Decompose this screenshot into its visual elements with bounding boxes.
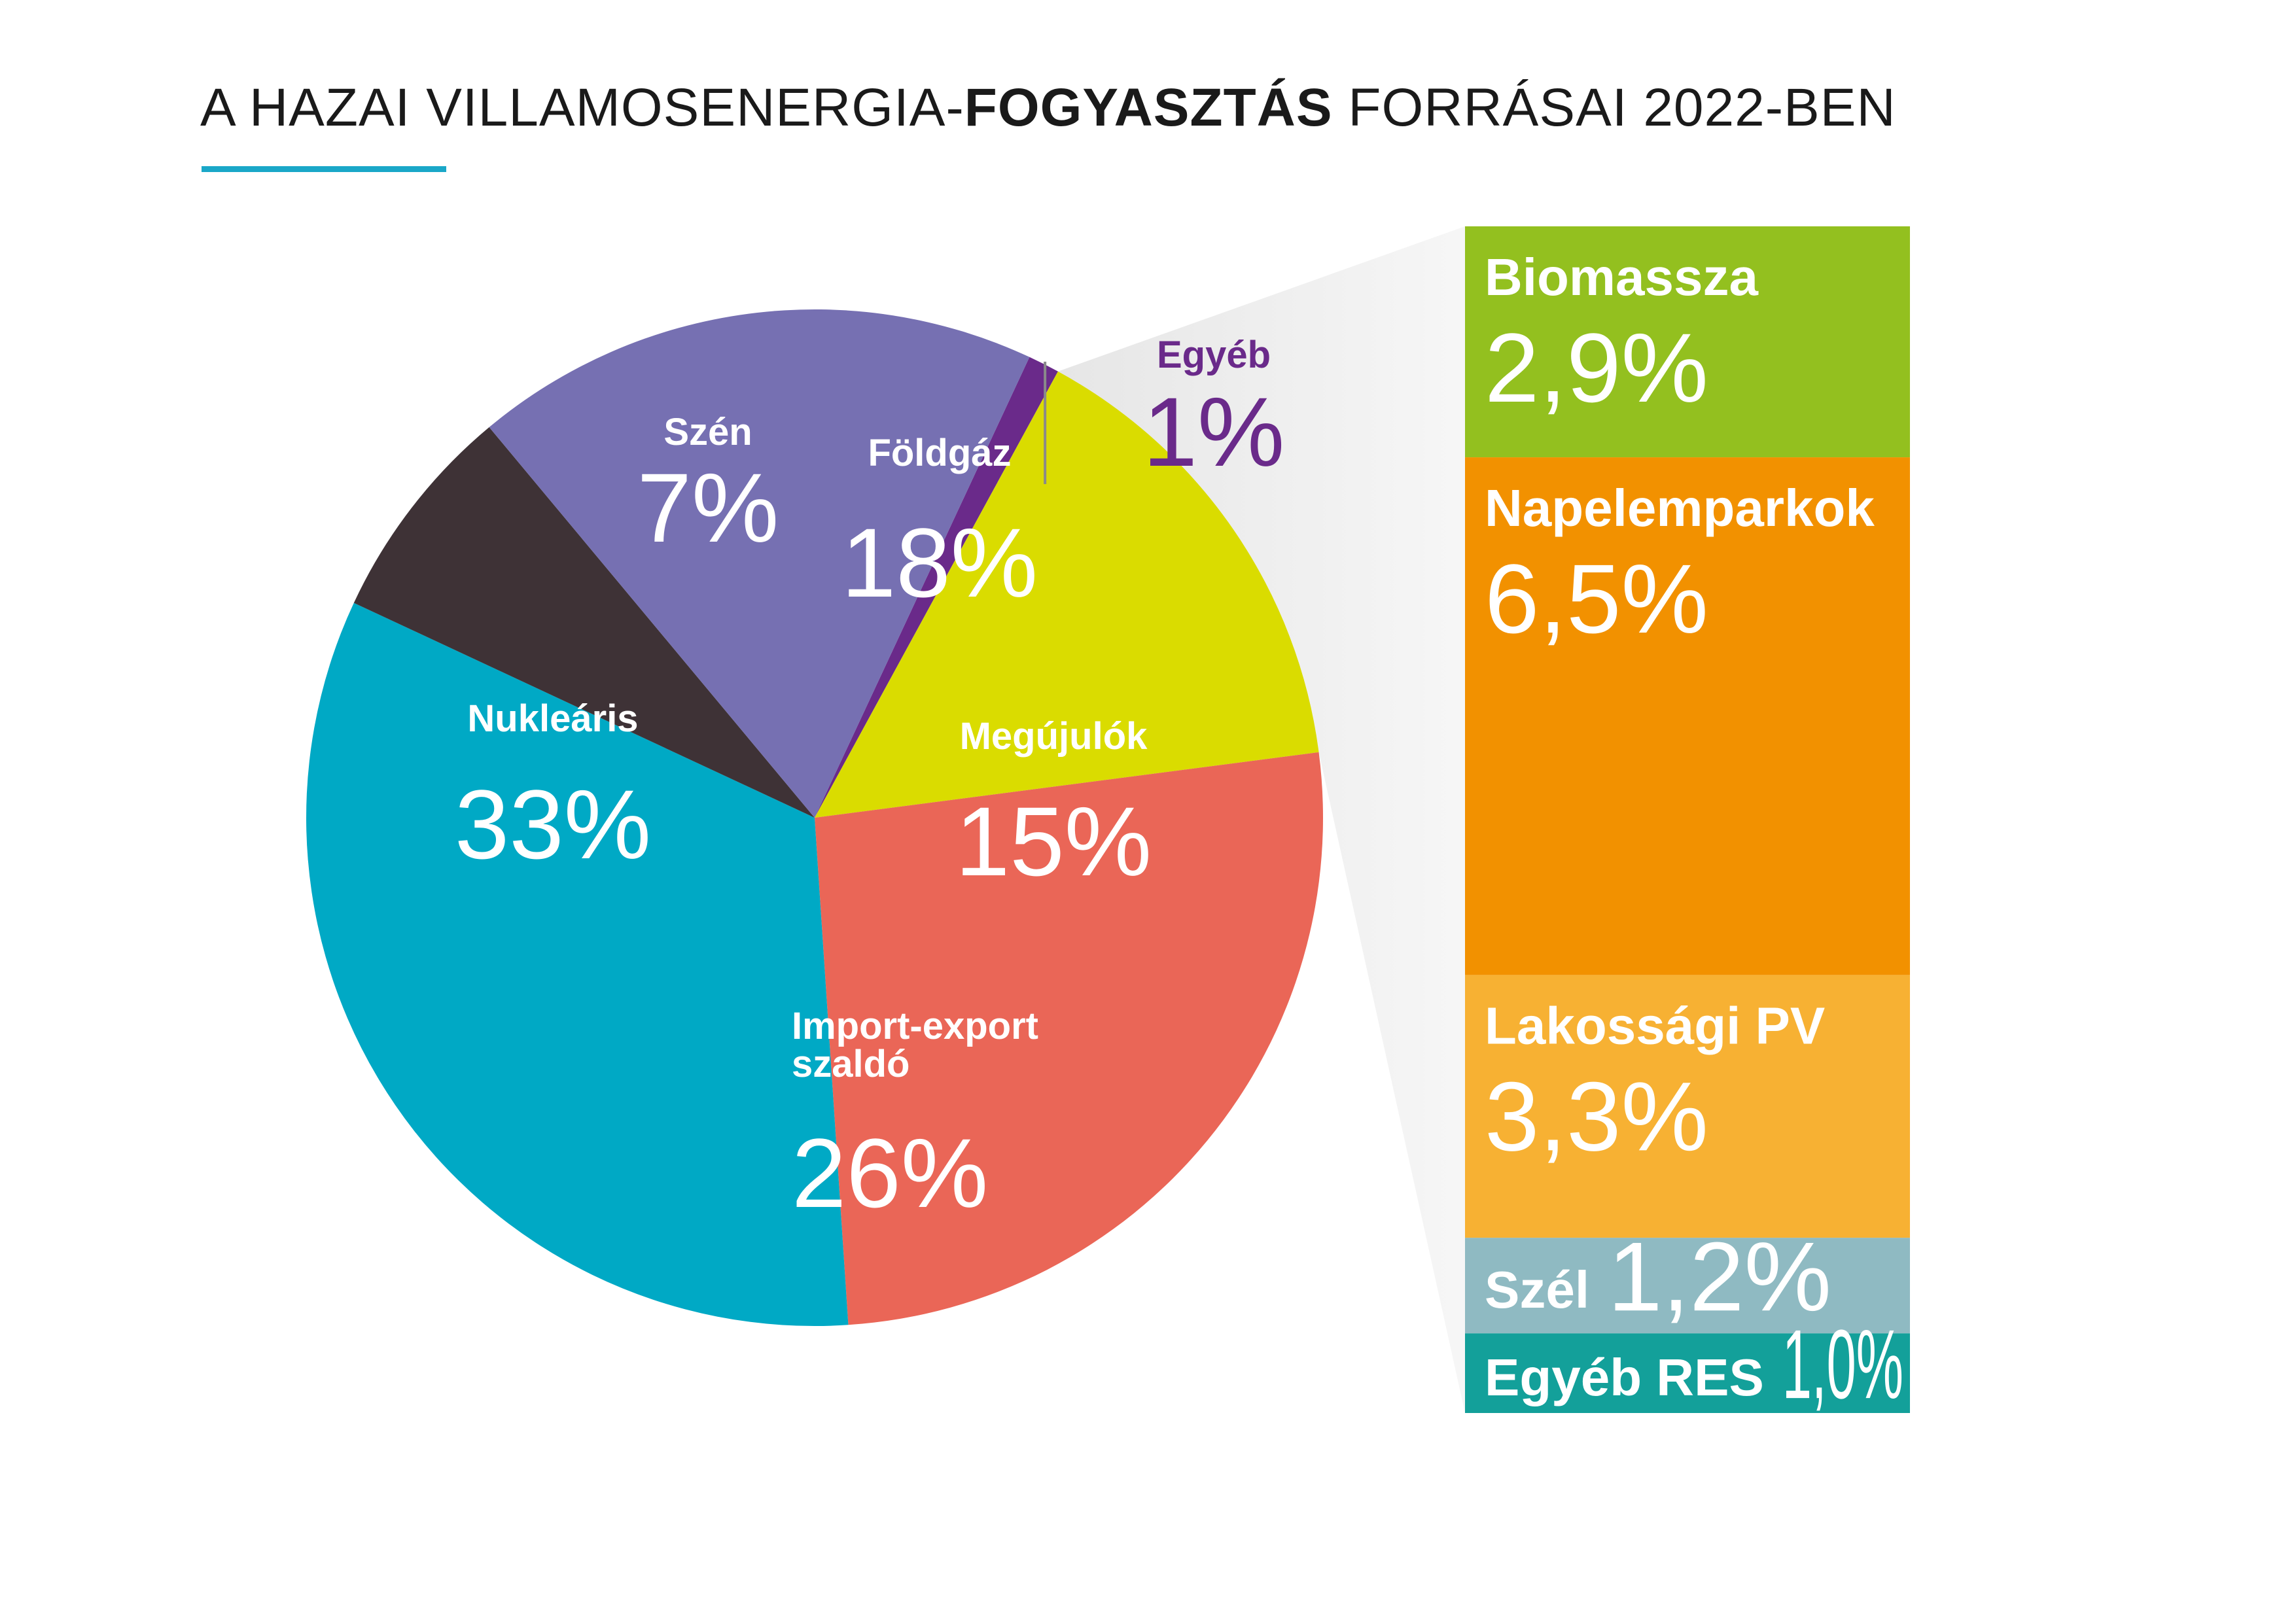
bar-value-napelemparkok: 6,5%	[1485, 544, 1708, 654]
bar-segment-egyeb-res	[1465, 1333, 1910, 1413]
bar-value-egyeb-res: 1,0%	[1782, 1309, 1903, 1419]
pie-slice-foldgaz	[489, 309, 1030, 818]
pie-slice-nuklearis	[306, 602, 849, 1326]
pie-value-nuklearis: 33%	[455, 769, 651, 879]
pie-slice-szen	[353, 427, 815, 818]
bar-segment-szel	[1465, 1238, 1910, 1334]
pie-label-import-export-szaldo-line-2: szaldó	[792, 1043, 910, 1085]
pie-slice-egyeb	[815, 357, 1058, 818]
bar-label-szel: Szél	[1485, 1261, 1589, 1319]
bar-value-lakossagi-pv: 3,3%	[1485, 1061, 1708, 1171]
bar-segment-lakossagi-pv	[1465, 975, 1910, 1238]
renewables-breakdown-bar: Biomassza 2,9% Napelemparkok 6,5% Lakossági …	[1465, 226, 1910, 1419]
bar-value-szel: 1,2%	[1608, 1221, 1831, 1331]
bar-label-egyeb-res: Egyéb RES	[1485, 1348, 1764, 1406]
pie-label-foldgaz: Földgáz	[868, 432, 1011, 474]
pie-label-megujulok: Megújulók	[960, 715, 1148, 758]
bar-value-biomassza: 2,9%	[1485, 313, 1708, 423]
bar-label-biomassza: Biomassza	[1485, 248, 1758, 306]
bar-segment-napelemparkok	[1465, 457, 1910, 975]
pie-value-foldgaz: 18%	[841, 508, 1038, 618]
bar-segment-biomassza	[1465, 226, 1910, 458]
pie-slice-megujulok	[815, 371, 1319, 818]
pie-value-import-export-szaldo: 26%	[792, 1118, 988, 1228]
pie-label-egyeb: Egyéb	[1157, 334, 1271, 376]
bar-label-lakossagi-pv: Lakossági PV	[1485, 996, 1825, 1055]
chart-title: A HAZAI VILLAMOSENERGIA-FOGYASZTÁS FORRÁ…	[200, 77, 1896, 139]
pie-label-import-export-szaldo-line-1: Import-export	[792, 1005, 1038, 1047]
title-underline	[202, 166, 446, 172]
pie-label-nuklearis: Nukleáris	[467, 697, 638, 740]
title-part-2: FORRÁSAI 2022-BEN	[1332, 78, 1896, 137]
pie-slice-import-export-szaldo	[815, 752, 1323, 1325]
title-bold-part: FOGYASZTÁS	[964, 78, 1333, 137]
pie-value-megujulok: 15%	[955, 786, 1152, 896]
bar-label-napelemparkok: Napelemparkok	[1485, 479, 1875, 537]
breakdown-fan-shape	[1057, 226, 1465, 1413]
title-part-1: A HAZAI VILLAMOSENERGIA-	[200, 78, 964, 137]
breakdown-connector	[1057, 226, 1465, 1413]
pie-label-szen: Szén	[663, 411, 752, 453]
pie-value-egyeb: 1%	[1143, 377, 1285, 487]
pie-value-szen: 7%	[637, 453, 779, 563]
